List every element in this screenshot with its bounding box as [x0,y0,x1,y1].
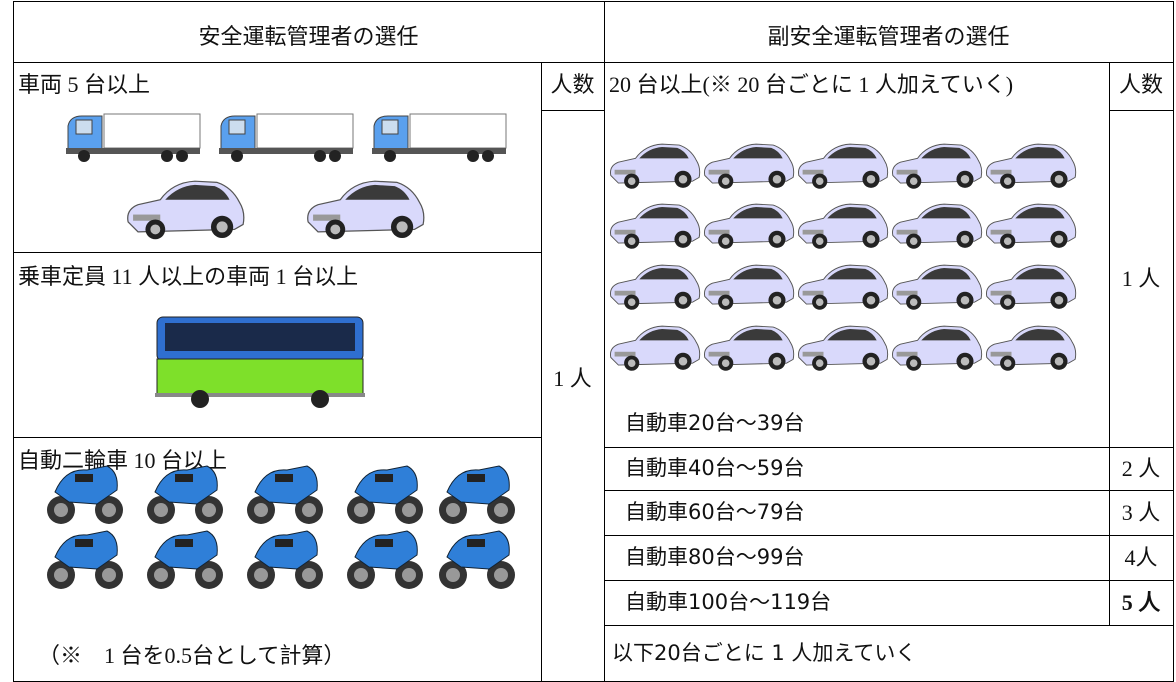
border [541,110,604,111]
note: （※ 1 台を0.5台として計算） [38,643,346,668]
border [1173,1,1174,682]
condition: 20 台以上(※ 20 台ごとに 1 人加えていく) [609,72,1014,97]
count-header: 人数 [550,72,595,97]
border [604,447,1173,448]
border [13,62,1173,63]
range: 自動車40台～59台 [625,456,805,480]
border [604,580,1173,581]
trucks [65,113,507,162]
border [13,1,1173,2]
section-label: 自動二輪車 10 台以上 [18,448,228,473]
count: 1 人 [553,366,592,391]
header: 安全運転管理者の選任 [198,24,419,49]
border [1109,110,1173,111]
border [604,625,1173,626]
border [604,490,1173,491]
cars [127,180,425,240]
count: 1 人 [1121,266,1161,291]
footer: 以下20台ごとに 1 人加えていく [612,641,917,665]
border [1109,62,1110,625]
cars-grid [609,143,1077,372]
border [604,1,605,682]
range: 自動車80台～99台 [625,545,805,569]
motorcycles [46,465,516,590]
range: 自動車100台～119台 [625,590,832,614]
bus [155,316,365,409]
range: 自動車60台～79台 [625,500,805,524]
border [604,535,1173,536]
count: 4人 [1124,545,1158,570]
border [13,252,541,253]
count: 2 人 [1121,456,1161,481]
border [541,62,542,682]
border [13,1,14,682]
border [13,437,541,438]
count: 5 人 [1121,590,1161,615]
count: 3 人 [1121,500,1161,525]
section-label: 乗車定員 11 人以上の車両 1 台以上 [18,264,359,289]
header: 副安全運転管理者の選任 [767,24,1010,49]
count-header: 人数 [1118,72,1163,97]
section-label: 車両 5 台以上 [18,72,151,97]
range: 自動車20台～39台 [625,411,805,435]
